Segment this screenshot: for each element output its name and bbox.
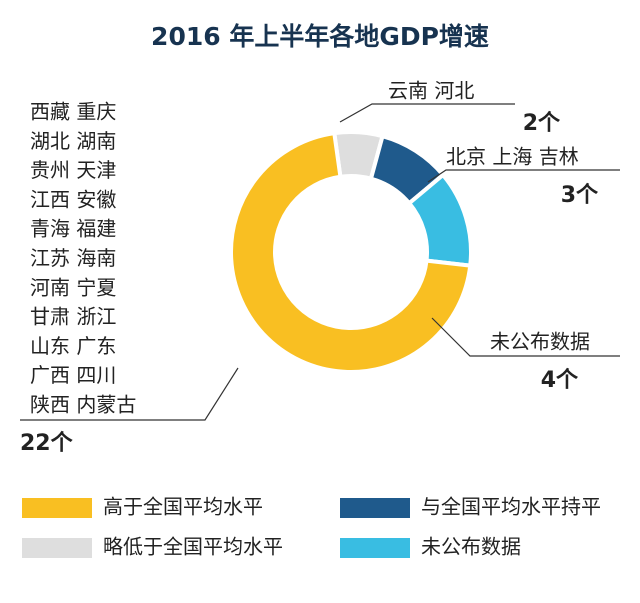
legend-label: 与全国平均水平持平 bbox=[421, 495, 601, 519]
slice-note: 云南 河北 bbox=[388, 79, 474, 103]
legend-label: 略低于全国平均水平 bbox=[103, 535, 283, 559]
value-label: 4个 bbox=[541, 368, 579, 393]
leader-line bbox=[20, 367, 239, 421]
leader-line bbox=[427, 169, 620, 183]
slice-note: 未公布数据 bbox=[490, 330, 590, 354]
slice-note: 贵州 天津 bbox=[30, 158, 116, 182]
donut-slice bbox=[229, 130, 473, 374]
legend-label: 未公布数据 bbox=[421, 535, 521, 559]
slice-note: 陕西 内蒙古 bbox=[30, 393, 136, 417]
slice-note: 山东 广东 bbox=[30, 334, 116, 358]
value-label: 3个 bbox=[561, 183, 599, 208]
legend-swatch bbox=[22, 498, 92, 518]
leader-line bbox=[339, 103, 515, 123]
slice-note: 甘肃 浙江 bbox=[30, 305, 116, 329]
slice-note: 西藏 重庆 bbox=[30, 100, 116, 124]
legend-swatch bbox=[340, 538, 410, 558]
slice-note: 北京 上海 吉林 bbox=[446, 145, 579, 169]
slice-note: 青海 福建 bbox=[30, 217, 116, 241]
legend-swatch bbox=[22, 538, 92, 558]
value-label: 22个 bbox=[20, 431, 74, 456]
slice-note: 江苏 海南 bbox=[30, 246, 116, 270]
leader-line bbox=[431, 317, 620, 357]
legend-swatch bbox=[340, 498, 410, 518]
slice-note: 广西 四川 bbox=[30, 363, 116, 387]
value-label: 2个 bbox=[523, 111, 561, 136]
legend-label: 高于全国平均水平 bbox=[103, 495, 263, 519]
slice-note: 江西 安徽 bbox=[30, 187, 116, 211]
slice-note: 河南 宁夏 bbox=[30, 275, 116, 299]
chart-title: 2016 年上半年各地GDP增速 bbox=[151, 22, 489, 51]
slice-note: 湖北 湖南 bbox=[30, 129, 116, 153]
